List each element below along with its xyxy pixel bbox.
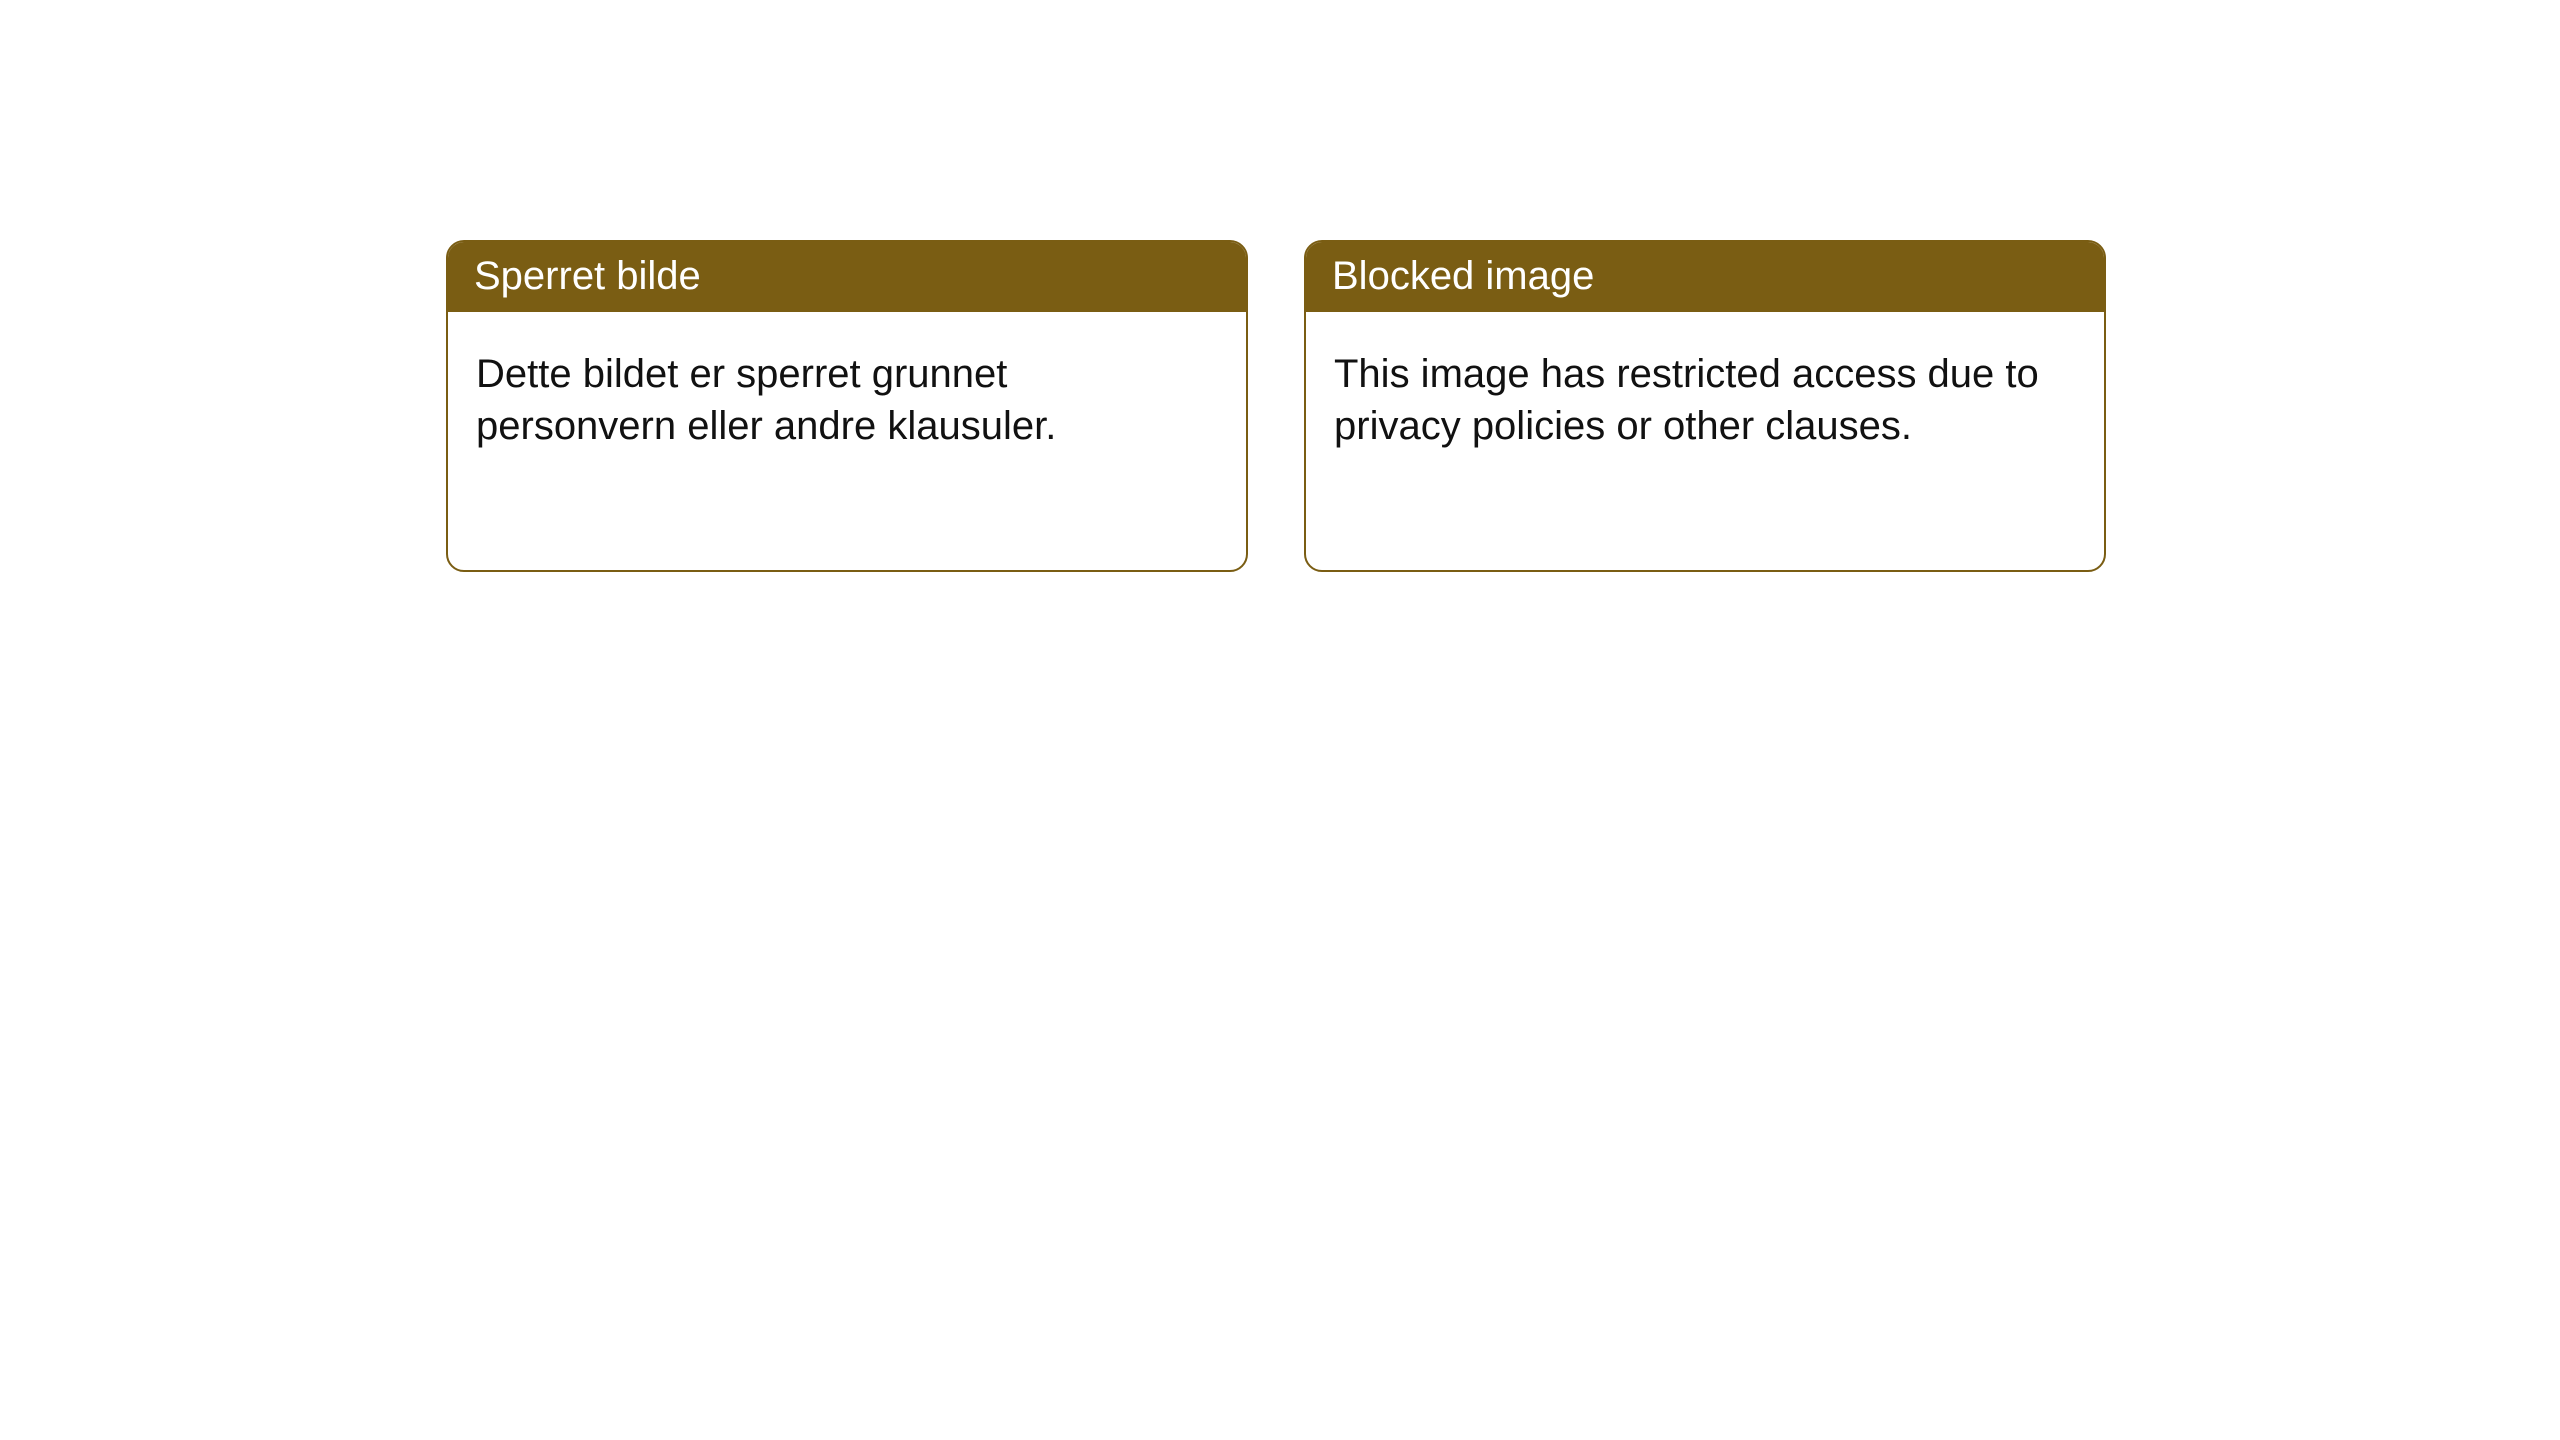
notice-card-header: Sperret bilde <box>448 242 1246 312</box>
notice-card-title: Blocked image <box>1332 254 1594 298</box>
notice-card-body-text: This image has restricted access due to … <box>1334 352 2039 448</box>
notice-card-body-text: Dette bildet er sperret grunnet personve… <box>476 352 1056 448</box>
notice-card-body: Dette bildet er sperret grunnet personve… <box>448 312 1246 488</box>
notice-card-body: This image has restricted access due to … <box>1306 312 2104 488</box>
notice-card-norwegian: Sperret bilde Dette bildet er sperret gr… <box>446 240 1248 572</box>
notice-card-header: Blocked image <box>1306 242 2104 312</box>
notice-cards-container: Sperret bilde Dette bildet er sperret gr… <box>0 0 2560 572</box>
notice-card-english: Blocked image This image has restricted … <box>1304 240 2106 572</box>
notice-card-title: Sperret bilde <box>474 254 701 298</box>
